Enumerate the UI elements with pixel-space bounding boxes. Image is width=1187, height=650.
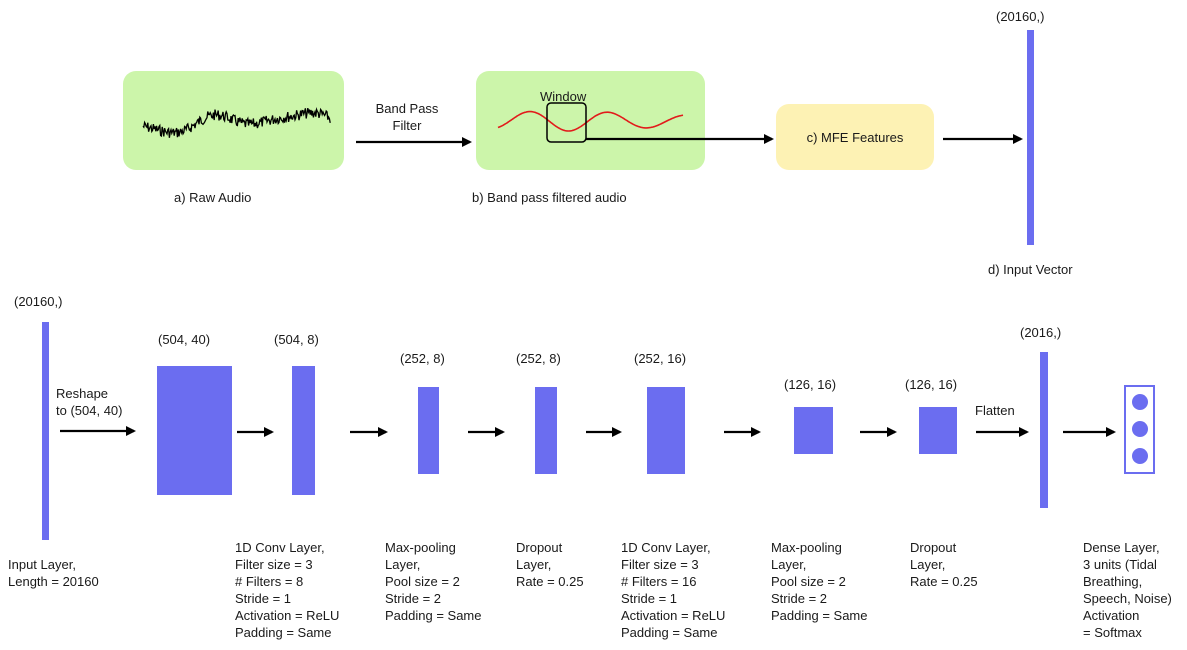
conv2-shape: (252, 16) (634, 351, 687, 366)
mfe-features-box (776, 104, 934, 170)
maxpool2-shape: (126, 16) (784, 377, 837, 392)
dense-layer-box (1124, 385, 1155, 474)
input-vector-shape: (20160,) (996, 9, 1045, 24)
dropout2-caption: Dropout Layer, Rate = 0.25 (910, 540, 978, 589)
input-vector-bar (1027, 30, 1034, 245)
conv1-block (292, 366, 315, 495)
reshape-output-shape: (504, 40) (158, 332, 211, 347)
dense-unit (1132, 448, 1148, 464)
dropout2-shape: (126, 16) (905, 377, 958, 392)
conv2-caption: 1D Conv Layer, Filter size = 3 # Filters… (621, 540, 726, 640)
conv1-caption: 1D Conv Layer, Filter size = 3 # Filters… (235, 540, 340, 640)
dense-unit (1132, 394, 1148, 410)
dropout1-block (535, 387, 557, 474)
raw-audio-box (123, 71, 344, 170)
raw-audio-caption: a) Raw Audio (174, 190, 252, 205)
maxpool1-block (418, 387, 439, 474)
maxpool1-caption: Max-pooling Layer, Pool size = 2 Stride … (385, 540, 482, 623)
input-layer-bar (42, 322, 49, 540)
flatten-label: Flatten (975, 403, 1015, 418)
band-pass-filtered-caption: b) Band pass filtered audio (472, 190, 627, 205)
dense-caption: Dense Layer, 3 units (Tidal Breathing, S… (1083, 540, 1172, 640)
input-vector-caption: d) Input Vector (988, 262, 1073, 277)
conv2-block (647, 387, 685, 474)
maxpool1-shape: (252, 8) (400, 351, 445, 366)
maxpool2-caption: Max-pooling Layer, Pool size = 2 Stride … (771, 540, 868, 623)
input-layer-caption: Input Layer, Length = 20160 (8, 557, 99, 589)
window-label: Window (540, 89, 587, 104)
conv1-shape: (504, 8) (274, 332, 319, 347)
flatten-shape: (2016,) (1020, 325, 1062, 340)
dropout1-caption: Dropout Layer, Rate = 0.25 (516, 540, 584, 589)
band-pass-filter-label: Band Pass Filter (375, 101, 439, 133)
raw-audio-waveform (142, 107, 331, 138)
flatten-bar (1040, 352, 1048, 508)
reshape-label: Reshape to (504, 40) (56, 386, 123, 418)
dense-unit (1132, 421, 1148, 437)
dropout2-block (919, 407, 957, 454)
filtered-audio-wave (497, 110, 684, 132)
maxpool2-block (794, 407, 833, 454)
reshape-block (157, 366, 232, 495)
window-rect (546, 102, 587, 143)
dropout1-shape: (252, 8) (516, 351, 561, 366)
mfe-features-label: c) MFE Features (806, 130, 904, 145)
input-layer-shape: (20160,) (14, 294, 63, 309)
